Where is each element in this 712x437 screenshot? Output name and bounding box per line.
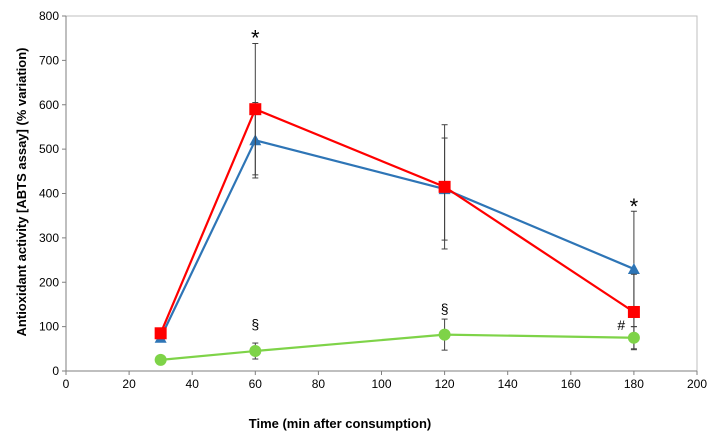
y-tick-label: 200 xyxy=(39,275,59,289)
y-tick-label: 100 xyxy=(39,320,59,334)
series-1 xyxy=(154,102,640,343)
series-3 xyxy=(154,318,640,366)
y-tick-label: 600 xyxy=(39,98,59,112)
y-tick-label: 400 xyxy=(39,187,59,201)
data-point xyxy=(154,327,167,340)
y-tick-label: 300 xyxy=(39,231,59,245)
data-point xyxy=(627,331,640,344)
x-tick-label: 200 xyxy=(687,377,707,391)
y-axis-title: Antioxidant activity [ABTS assay] (% var… xyxy=(14,48,29,337)
x-tick-label: 60 xyxy=(249,377,263,391)
data-point xyxy=(249,345,262,358)
plot-area-border xyxy=(65,15,698,372)
data-point xyxy=(438,180,451,193)
data-point xyxy=(627,262,640,274)
data-point xyxy=(154,353,167,366)
annotations: * § § * # xyxy=(251,26,639,334)
x-tick-label: 100 xyxy=(371,377,391,391)
annotation-label: § xyxy=(441,300,449,316)
annotation-label: § xyxy=(251,316,259,332)
annotation-label: * xyxy=(251,26,260,51)
series-line xyxy=(160,333,634,362)
data-point xyxy=(438,328,451,341)
data-point xyxy=(249,103,262,116)
x-tick-label: 180 xyxy=(624,377,644,391)
x-tick-label: 120 xyxy=(435,377,455,391)
x-tick-label: 160 xyxy=(561,377,581,391)
annotation-label: * xyxy=(630,194,639,219)
x-tick-label: 0 xyxy=(63,377,70,391)
x-tick-label: 140 xyxy=(498,377,518,391)
series-line xyxy=(159,138,635,339)
annotation-label: # xyxy=(617,317,625,333)
y-tick-label: 700 xyxy=(39,53,59,67)
x-axis-title: Time (min after consumption) xyxy=(249,416,432,431)
y-tick-label: 800 xyxy=(39,9,59,23)
y-tick-label: 500 xyxy=(39,142,59,156)
y-tick-label: 0 xyxy=(52,364,59,378)
series-line xyxy=(159,107,635,334)
axes: 0 100 200 300 400 500 600 700 800 0 20 40 60 80 100 120… xyxy=(39,9,707,391)
x-tick-label: 20 xyxy=(122,377,136,391)
data-point xyxy=(627,305,640,318)
x-tick-label: 40 xyxy=(186,377,200,391)
x-tick-label: 80 xyxy=(312,377,326,391)
series-layer xyxy=(154,43,640,366)
